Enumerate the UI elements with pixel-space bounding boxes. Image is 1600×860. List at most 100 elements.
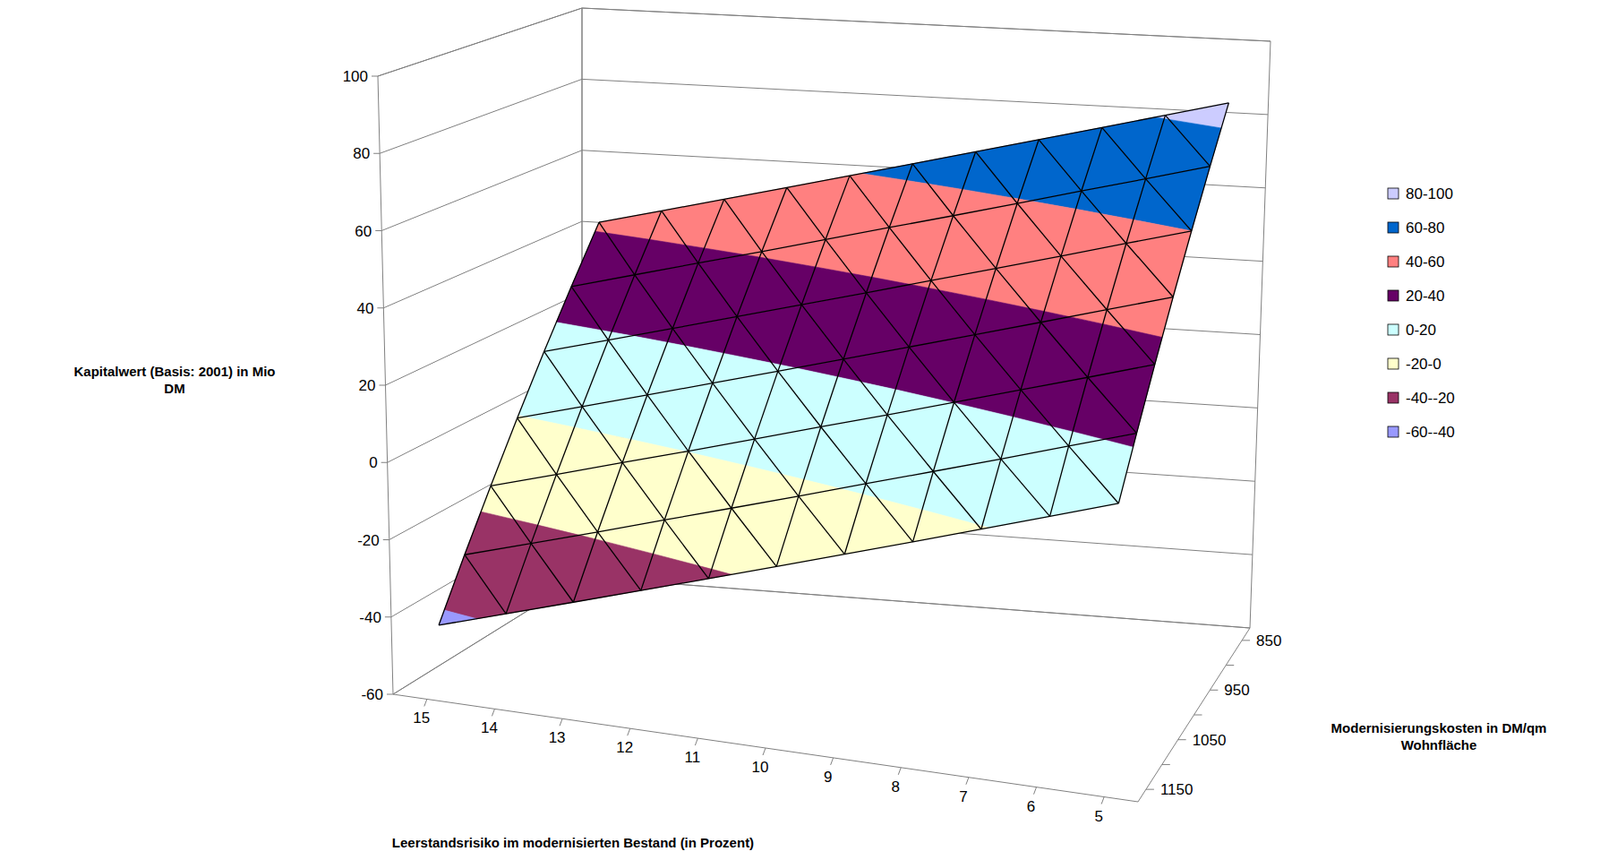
surface-diagonal-line xyxy=(1165,115,1211,167)
surface-patch xyxy=(505,543,574,615)
surface-row-line xyxy=(517,297,1174,419)
surface-diagonal-line xyxy=(556,474,598,532)
surface-diagonal-line xyxy=(647,394,689,452)
surface-column-line xyxy=(981,127,1103,529)
z-tick xyxy=(381,462,388,463)
surface-patch xyxy=(708,568,732,579)
z-tick-label: 100 xyxy=(342,68,368,86)
surface-diagonal-line xyxy=(931,280,976,335)
x-tick xyxy=(694,737,698,745)
title-line: Modernisierungskosten in DM/qm xyxy=(1331,719,1548,736)
x-tick-label: 13 xyxy=(548,728,566,746)
x-axis-title: Leerstandsrisiko im modernisierten Besta… xyxy=(392,834,754,850)
walls xyxy=(371,8,1271,805)
depth-tick xyxy=(1178,738,1187,740)
title-line: Wohnfläche xyxy=(1401,736,1478,753)
z-tick xyxy=(375,230,382,232)
surface-diagonal-line xyxy=(661,210,699,263)
z-tick-label: -40 xyxy=(359,608,382,626)
surface xyxy=(438,102,1229,625)
surface-diagonal-line xyxy=(571,286,608,341)
x-tick xyxy=(898,767,901,775)
legend-label: 20-40 xyxy=(1405,287,1445,305)
depth-tick xyxy=(1194,714,1203,716)
x-tick xyxy=(1101,796,1104,805)
surface-diagonal-line xyxy=(754,438,799,497)
depth-tick xyxy=(1209,689,1218,691)
x-tick xyxy=(491,708,495,716)
legend-swatch xyxy=(1387,324,1399,335)
surface-diagonal-line xyxy=(801,304,844,360)
x-tick-label: 12 xyxy=(616,738,634,756)
legend-swatch xyxy=(1387,290,1399,301)
legend-label: -20-0 xyxy=(1405,355,1442,373)
surface-patch xyxy=(779,304,844,368)
z-tick xyxy=(376,307,384,309)
surface-patch xyxy=(844,494,913,555)
surface-diagonal-line xyxy=(598,222,635,275)
chart: -60-40-200204060801001514131211109876585… xyxy=(0,0,1600,860)
x-tick xyxy=(830,757,834,765)
surface-patch xyxy=(872,227,932,285)
x-tick-label: 8 xyxy=(891,778,900,796)
surface-diagonal-line xyxy=(865,292,909,347)
surface-column-line xyxy=(844,151,976,554)
z-tick xyxy=(385,616,392,617)
surface-column-line xyxy=(776,163,913,567)
surface-diagonal-line xyxy=(607,340,648,395)
back-wall xyxy=(581,8,1271,628)
surface-diagonal-line xyxy=(908,346,954,403)
surface-diagonal-line xyxy=(1060,256,1107,310)
surface-diagonal-line xyxy=(953,215,997,269)
legend-swatch xyxy=(1387,188,1399,199)
surface-patch xyxy=(982,458,1051,528)
z-tick xyxy=(386,693,394,695)
surface-diagonal-line xyxy=(912,163,953,216)
surface-row-line xyxy=(598,102,1229,223)
surface-row-line xyxy=(438,503,1119,625)
z-tick-label: 80 xyxy=(352,145,370,163)
depth-axis-title: Modernisierungskosten in DM/qmWohnfläche xyxy=(1331,719,1548,753)
surface-diagonal-line xyxy=(953,402,1001,459)
z-axis-title: Kapitalwert (Basis: 2001) in MioDM xyxy=(73,363,275,396)
surface-diagonal-line xyxy=(1087,376,1138,433)
x-tick-label: 7 xyxy=(958,787,967,805)
surface-patch xyxy=(1043,256,1107,317)
surface-column-line xyxy=(641,187,788,591)
surface-column-line xyxy=(573,198,724,602)
x-tick xyxy=(627,727,631,736)
surface-patch xyxy=(611,274,673,336)
surface-diagonal-line xyxy=(1146,179,1192,232)
surface-diagonal-line xyxy=(724,198,762,251)
surface-row-line xyxy=(490,364,1156,487)
surface-diagonal-line xyxy=(798,496,845,555)
surface-diagonal-line xyxy=(544,350,583,407)
legend-swatch xyxy=(1387,256,1399,267)
surface-diagonal-line xyxy=(1040,322,1087,378)
depth-tick xyxy=(1146,788,1155,790)
legend-label: -40--20 xyxy=(1405,389,1455,407)
surface-row-line xyxy=(571,166,1210,287)
grid-line xyxy=(377,8,1271,77)
surface-diagonal-line xyxy=(1102,127,1147,179)
surface-diagonal-line xyxy=(530,543,574,603)
surface-diagonal-line xyxy=(821,426,866,483)
legend-swatch xyxy=(1387,392,1399,403)
x-tick xyxy=(559,718,563,726)
depth-tick-label: 1050 xyxy=(1192,731,1227,749)
x-tick xyxy=(424,698,428,706)
surface-diagonal-line xyxy=(598,531,642,591)
legend-label: 80-100 xyxy=(1405,185,1454,203)
surface-diagonal-line xyxy=(698,263,737,317)
surface-diagonal-line xyxy=(865,483,913,542)
surface-diagonal-line xyxy=(1038,139,1082,191)
x-tick-label: 9 xyxy=(823,768,832,786)
surface-diagonal-line xyxy=(889,227,932,281)
title-line: Kapitalwert (Basis: 2001) in Mio xyxy=(73,363,275,379)
surface-diagonal-line xyxy=(736,316,779,371)
surface-diagonal-line xyxy=(1020,389,1070,446)
x-tick-label: 15 xyxy=(412,709,430,727)
surface-column-line xyxy=(438,222,599,625)
surface-diagonal-line xyxy=(464,554,506,614)
surface-diagonal-line xyxy=(490,485,531,543)
